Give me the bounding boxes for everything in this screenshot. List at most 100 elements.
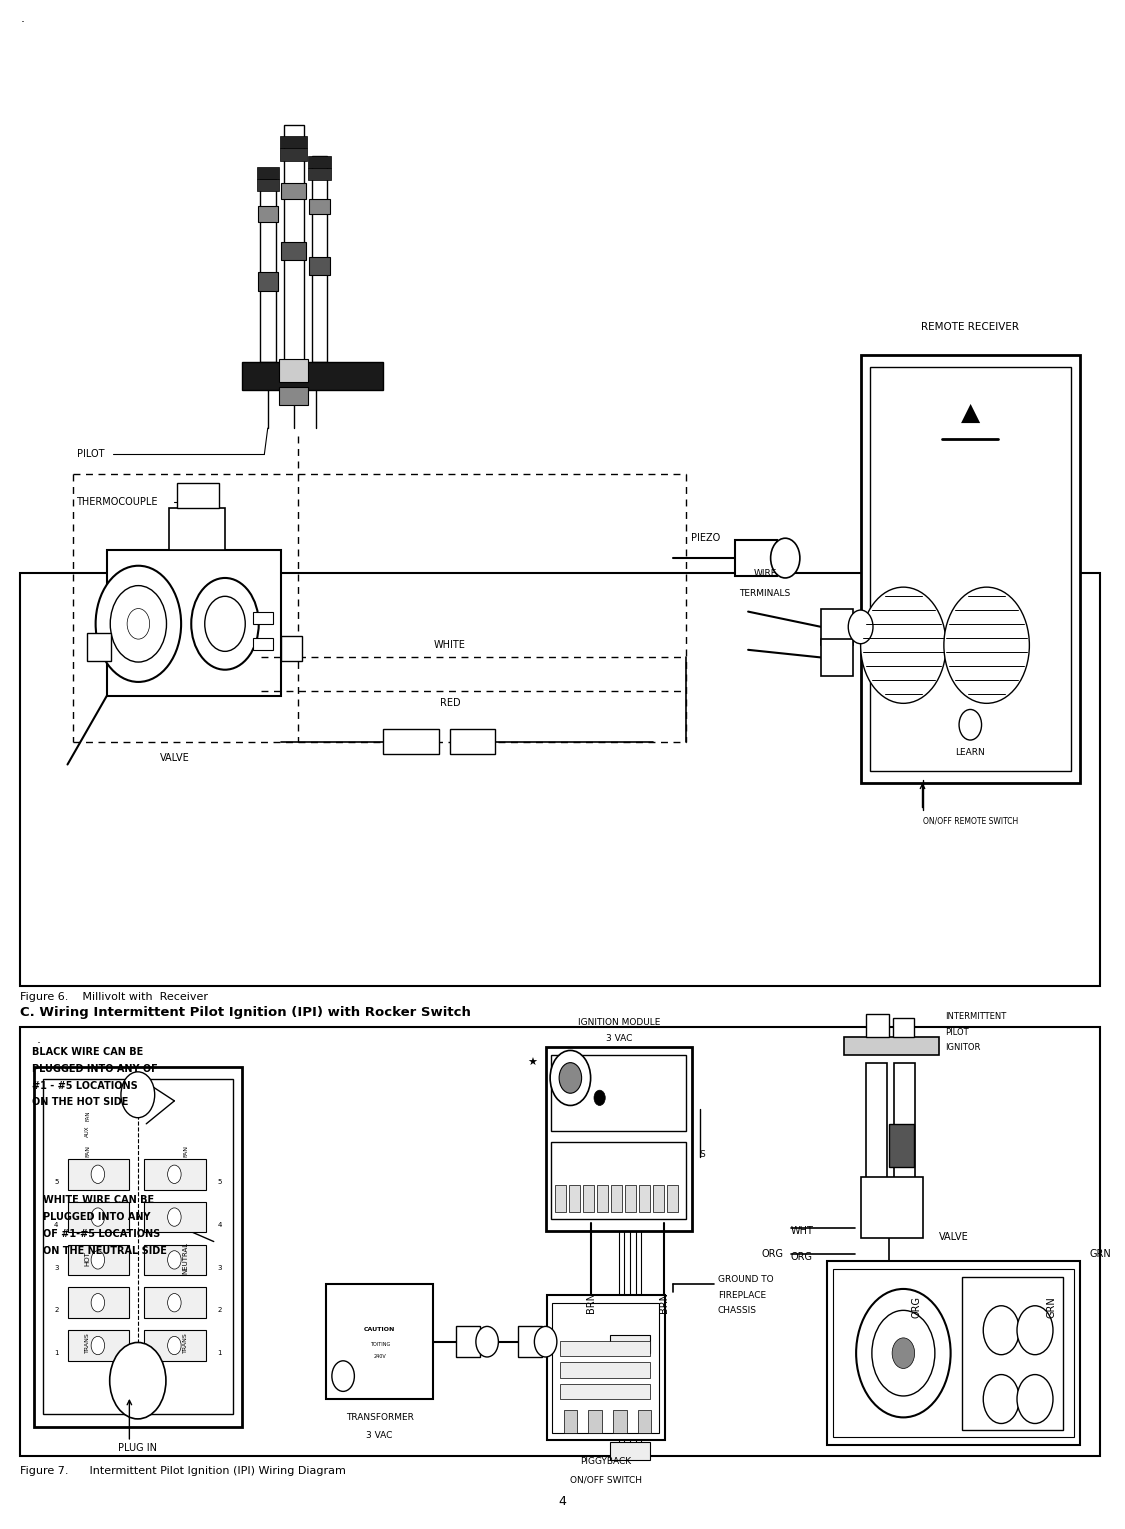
Bar xyxy=(893,1018,914,1037)
Bar xyxy=(107,550,281,696)
Bar xyxy=(870,367,1071,771)
Circle shape xyxy=(550,1050,591,1105)
Circle shape xyxy=(91,1336,105,1355)
Bar xyxy=(866,1063,886,1185)
Bar xyxy=(861,1177,922,1238)
Text: THERMOCOUPLE: THERMOCOUPLE xyxy=(76,497,158,506)
Bar xyxy=(68,1202,129,1232)
Text: ON/OFF REMOTE SWITCH: ON/OFF REMOTE SWITCH xyxy=(922,816,1018,826)
Text: PIGGYBACK: PIGGYBACK xyxy=(580,1457,631,1466)
Text: 4: 4 xyxy=(54,1222,58,1228)
Text: 2: 2 xyxy=(217,1307,222,1313)
Text: TRANS: TRANS xyxy=(86,1332,90,1353)
Bar xyxy=(279,387,308,405)
Text: 3 VAC: 3 VAC xyxy=(367,1431,393,1440)
Text: PLUG IN: PLUG IN xyxy=(118,1443,158,1453)
Bar xyxy=(144,1159,206,1190)
Circle shape xyxy=(110,1342,166,1419)
Circle shape xyxy=(205,596,245,651)
Text: ORG: ORG xyxy=(791,1252,813,1261)
Bar xyxy=(547,1295,665,1440)
Circle shape xyxy=(534,1326,557,1358)
Bar xyxy=(309,199,330,214)
Bar xyxy=(256,167,279,179)
Text: PILOT: PILOT xyxy=(945,1027,969,1037)
Circle shape xyxy=(168,1208,181,1226)
Text: ON THE NEUTRAL SIDE: ON THE NEUTRAL SIDE xyxy=(43,1246,166,1255)
Text: INTERMITTENT: INTERMITTENT xyxy=(945,1012,1006,1021)
Text: ON/OFF SWITCH: ON/OFF SWITCH xyxy=(570,1475,641,1485)
Text: 2: 2 xyxy=(54,1307,58,1313)
Text: ORG: ORG xyxy=(912,1297,921,1318)
Text: BRN: BRN xyxy=(659,1292,668,1313)
Bar xyxy=(253,638,273,650)
Text: 3 VAC: 3 VAC xyxy=(605,1034,632,1043)
Bar xyxy=(260,179,276,362)
Text: BLACK WIRE CAN BE: BLACK WIRE CAN BE xyxy=(32,1047,143,1057)
Bar xyxy=(281,242,306,260)
Bar xyxy=(281,183,306,199)
Bar xyxy=(144,1330,206,1361)
Text: 3: 3 xyxy=(54,1264,58,1271)
Circle shape xyxy=(91,1208,105,1226)
Bar xyxy=(613,1410,627,1433)
Circle shape xyxy=(594,1090,605,1105)
Bar xyxy=(596,1185,609,1212)
Text: PLUGGED INTO ANY OF: PLUGGED INTO ANY OF xyxy=(32,1064,158,1073)
Text: WIRE: WIRE xyxy=(754,569,776,578)
Bar xyxy=(889,1124,914,1167)
Bar xyxy=(144,1287,206,1318)
Bar xyxy=(169,508,225,550)
Bar xyxy=(280,148,307,161)
Bar xyxy=(144,1202,206,1232)
Text: #1 - #5 LOCATIONS: #1 - #5 LOCATIONS xyxy=(32,1081,137,1090)
Circle shape xyxy=(168,1251,181,1269)
Text: .: . xyxy=(20,12,25,24)
Bar xyxy=(20,1027,1100,1456)
Text: FIREPLACE: FIREPLACE xyxy=(718,1290,766,1300)
Text: HOT: HOT xyxy=(84,1251,91,1266)
Circle shape xyxy=(476,1326,498,1358)
Text: PLUGGED INTO ANY: PLUGGED INTO ANY xyxy=(43,1212,151,1222)
Text: PILOT: PILOT xyxy=(76,450,104,459)
Bar xyxy=(844,1037,939,1055)
Bar xyxy=(735,540,777,576)
Circle shape xyxy=(91,1251,105,1269)
Text: GRN: GRN xyxy=(1089,1249,1112,1258)
Bar xyxy=(560,1384,650,1399)
Bar xyxy=(560,1341,650,1356)
Circle shape xyxy=(96,566,181,682)
Bar xyxy=(68,1245,129,1275)
Circle shape xyxy=(848,610,873,644)
Text: OF #1-#5 LOCATIONS: OF #1-#5 LOCATIONS xyxy=(43,1229,160,1238)
Text: 5: 5 xyxy=(54,1179,58,1185)
Text: TRANSFORMER: TRANSFORMER xyxy=(345,1413,414,1422)
Bar xyxy=(894,1063,915,1185)
Text: WHITE: WHITE xyxy=(434,641,466,650)
Bar xyxy=(281,636,302,661)
Bar xyxy=(308,156,331,168)
Bar xyxy=(861,355,1080,783)
Bar xyxy=(258,206,278,222)
Bar xyxy=(832,1269,1074,1437)
Circle shape xyxy=(122,1072,155,1118)
Text: 1: 1 xyxy=(217,1350,222,1356)
Text: TRANS: TRANS xyxy=(183,1332,188,1353)
Bar xyxy=(551,1142,686,1219)
Bar xyxy=(280,136,307,148)
Circle shape xyxy=(944,587,1029,703)
Bar xyxy=(610,1442,650,1460)
Bar xyxy=(518,1326,542,1358)
Text: LEARN: LEARN xyxy=(955,748,986,757)
Text: WHT: WHT xyxy=(791,1226,813,1235)
Text: GRN: GRN xyxy=(1047,1297,1056,1318)
Text: IGNITION MODULE: IGNITION MODULE xyxy=(577,1018,660,1027)
Text: Figure 6.    Millivolt with  Receiver: Figure 6. Millivolt with Receiver xyxy=(20,992,208,1001)
Circle shape xyxy=(91,1294,105,1312)
Bar xyxy=(256,179,279,191)
Bar xyxy=(309,257,330,275)
Bar xyxy=(638,1410,651,1433)
Bar xyxy=(555,1185,566,1212)
Bar xyxy=(382,729,439,754)
Bar xyxy=(568,1185,580,1212)
